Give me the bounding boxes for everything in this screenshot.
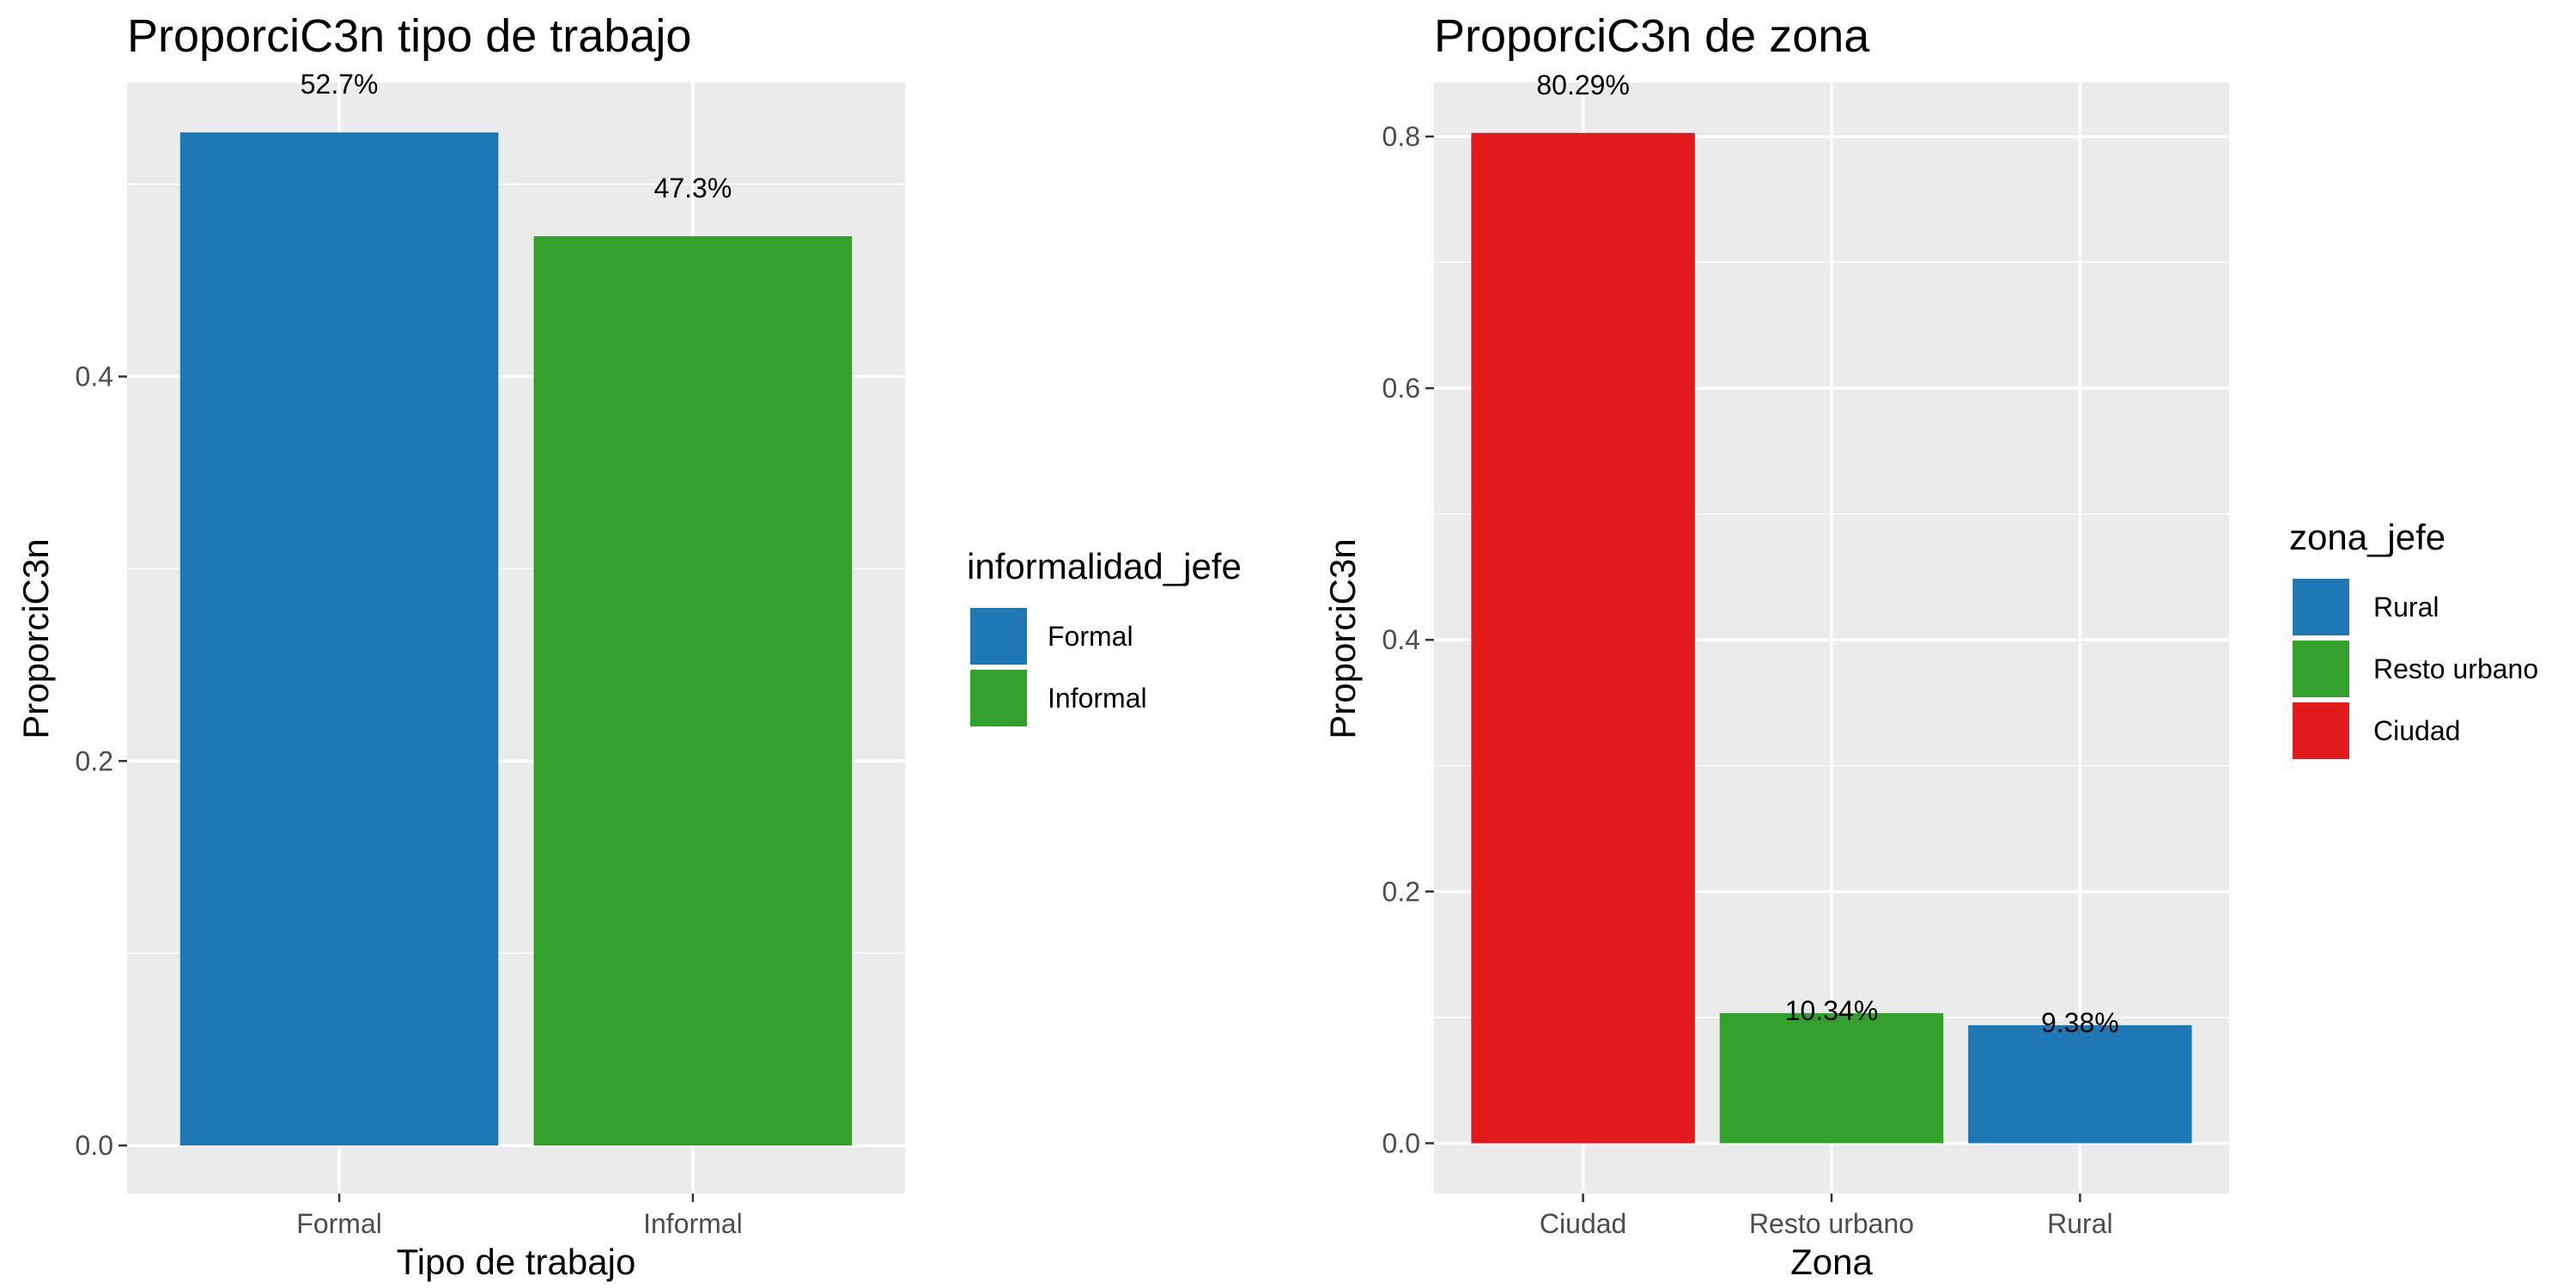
bar (1719, 1012, 1944, 1144)
y-tick-label: 0.0 (76, 1130, 113, 1161)
bar-value-label: 52.7% (301, 69, 379, 100)
bar-value-label: 80.29% (1536, 70, 1630, 100)
chart-zona: ProporciC3n de zona 80.29% 10.34% 9.38% 0.… (1322, 10, 2538, 1282)
legend-swatch-rural (2293, 579, 2349, 635)
y-axis-title: ProporciC3n (15, 538, 56, 738)
legend-label-resto-urbano: Resto urbano (2373, 653, 2538, 684)
legend-label-ciudad: Ciudad (2373, 715, 2460, 746)
legend: informalidad_jefe Formal Informal (967, 546, 1242, 726)
legend-title: zona_jefe (2289, 517, 2445, 557)
y-axis-title: ProporciC3n (1322, 538, 1363, 738)
legend-title: informalidad_jefe (967, 546, 1242, 586)
x-tick-label: Rural (2047, 1208, 2112, 1239)
x-axis-title: Tipo de trabajo (397, 1242, 636, 1282)
legend-label-formal: Formal (1048, 621, 1133, 652)
y-tick-label: 0.0 (1382, 1127, 1420, 1158)
legend-label-rural: Rural (2373, 592, 2439, 623)
legend-swatch-ciudad (2293, 702, 2349, 759)
legend-label-informal: Informal (1048, 683, 1147, 714)
x-axis-ticks: Formal Informal (296, 1194, 743, 1239)
bar-value-label: 10.34% (1785, 995, 1879, 1026)
chart-tipo-trabajo: ProporciC3n tipo de trabajo 52.7% 47.3% 0… (15, 10, 1242, 1282)
x-tick-label: Formal (296, 1208, 382, 1239)
bars (179, 132, 853, 1146)
bar-labels: 52.7% 47.3% (301, 69, 732, 204)
y-axis-ticks: 0.0 0.2 0.4 0.6 0.8 (1382, 121, 1434, 1158)
y-tick-label: 0.4 (1382, 624, 1420, 655)
bar-labels: 80.29% 10.34% 9.38% (1536, 70, 2118, 1038)
legend: zona_jefe Rural Resto urbano Ciudad (2289, 517, 2538, 759)
y-tick-label: 0.2 (76, 745, 113, 776)
legend-swatch-formal (970, 608, 1027, 665)
bar (1968, 1024, 2192, 1144)
x-axis-ticks: Ciudad Resto urbano Rural (1540, 1194, 2113, 1239)
y-tick-label: 0.4 (76, 361, 113, 392)
x-axis-title: Zona (1790, 1242, 1873, 1282)
bar (1471, 132, 1695, 1144)
chart-title: ProporciC3n tipo de trabajo (127, 10, 691, 62)
chart-title: ProporciC3n de zona (1434, 10, 1870, 62)
x-tick-label: Resto urbano (1749, 1208, 1914, 1239)
bar-value-label: 47.3% (654, 173, 732, 204)
bars (1471, 132, 2192, 1144)
bar (179, 132, 499, 1146)
bar (533, 236, 853, 1146)
legend-swatch-informal (970, 670, 1027, 726)
x-tick-label: Informal (643, 1208, 743, 1239)
legend-swatch-resto-urbano (2293, 641, 2349, 697)
y-axis-ticks: 0.0 0.2 0.4 (76, 361, 127, 1161)
bar-value-label: 9.38% (2041, 1007, 2119, 1038)
y-tick-label: 0.2 (1382, 876, 1420, 907)
x-tick-label: Ciudad (1540, 1208, 1626, 1239)
y-tick-label: 0.6 (1382, 373, 1420, 404)
y-tick-label: 0.8 (1382, 121, 1420, 152)
